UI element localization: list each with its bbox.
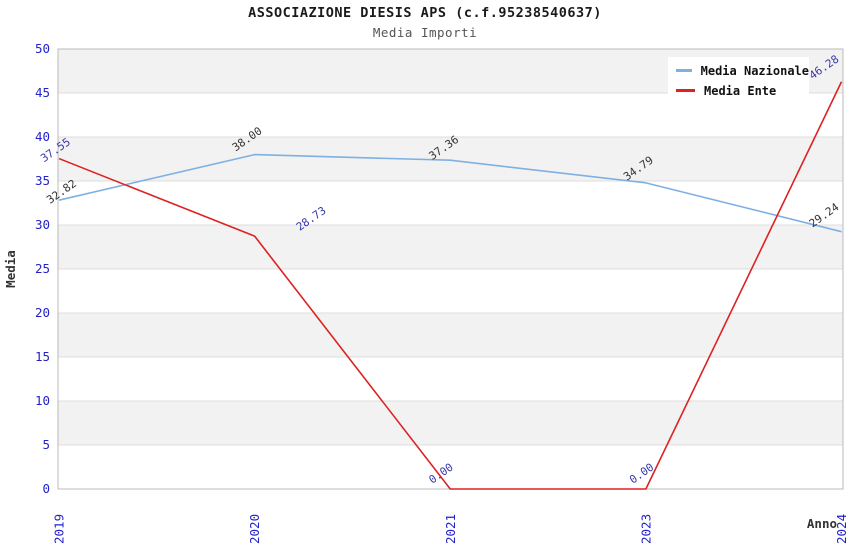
y-tick-label: 20: [35, 305, 50, 320]
point-label: 0.00: [627, 461, 656, 487]
x-axis-title: Anno: [807, 516, 837, 531]
x-tick-label: 2024: [834, 514, 849, 544]
grid-band: [58, 313, 843, 357]
chart-subtitle: Media Importi: [372, 25, 478, 40]
x-tick-label: 2019: [52, 514, 67, 544]
y-tick-label: 0: [42, 481, 50, 496]
legend-item-media-nazionale: Media Nazionale: [676, 64, 809, 78]
y-tick-label: 35: [35, 173, 50, 188]
x-tick-label: 2021: [443, 514, 458, 544]
y-tick-label: 15: [35, 349, 50, 364]
y-tick-label: 50: [35, 41, 50, 56]
legend-swatch-nazionale-icon: [676, 69, 692, 72]
y-tick-label: 45: [35, 85, 50, 100]
grid-band: [58, 225, 843, 269]
x-tick-label: 2023: [638, 514, 653, 544]
y-tick-label: 30: [35, 217, 50, 232]
y-tick-label: 40: [35, 129, 50, 144]
legend-label: Media Ente: [704, 83, 777, 98]
series-line-media-ente: [58, 81, 843, 490]
legend-swatch-ente-icon: [676, 89, 695, 92]
y-tick-label: 5: [42, 437, 50, 452]
y-tick-label: 25: [35, 261, 50, 276]
legend-item-media-ente: Media Ente: [676, 84, 809, 98]
y-tick-label: 10: [35, 393, 50, 408]
grid-band: [58, 401, 843, 445]
y-axis-title: Media: [3, 250, 18, 288]
series-line-media-nazionale: [58, 153, 842, 233]
grid-band: [58, 137, 843, 181]
x-tick-label: 2020: [247, 514, 262, 544]
legend-box: Media Nazionale Media Ente: [668, 57, 809, 104]
legend-label: Media Nazionale: [700, 63, 809, 78]
chart-title: ASSOCIAZIONE DIESIS APS (c.f.95238540637…: [248, 5, 602, 21]
